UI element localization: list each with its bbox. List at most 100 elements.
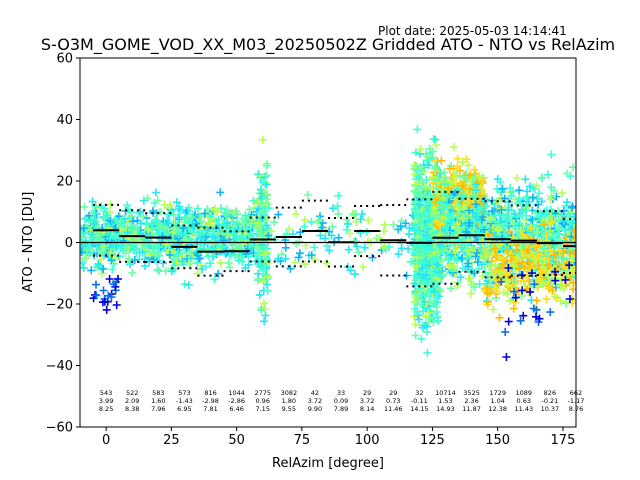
scatter-point	[422, 231, 431, 240]
scatter-point	[454, 223, 463, 232]
scatter-point	[548, 217, 557, 226]
scatter-point	[180, 215, 189, 224]
scatter-point	[82, 247, 91, 255]
bin-count-label: 826	[544, 389, 556, 397]
scatter-point	[187, 213, 196, 222]
scatter-point	[556, 297, 565, 306]
scatter-point	[80, 248, 86, 257]
x-tick-label: 125	[420, 433, 445, 448]
bin-count-label: 1729	[489, 389, 506, 397]
scatter-point	[144, 225, 153, 234]
scatter-point	[415, 315, 423, 324]
scatter-point	[565, 261, 574, 270]
scatter-point	[547, 183, 556, 192]
scatter-point	[465, 249, 474, 258]
scatter-point	[81, 222, 90, 231]
scatter-point	[566, 273, 575, 282]
scatter-point	[430, 164, 439, 173]
scatter-point	[420, 257, 429, 266]
scatter-point	[470, 283, 479, 292]
bin-mean-label: -2.98	[202, 397, 219, 405]
scatter-point	[503, 289, 512, 298]
scatter-point	[90, 219, 98, 228]
scatter-point	[249, 249, 258, 257]
scatter-point	[469, 191, 478, 200]
scatter-point	[285, 225, 294, 234]
scatter-point	[329, 204, 337, 213]
bin-lines	[80, 190, 576, 288]
scatter-points	[80, 125, 576, 361]
scatter-point	[526, 287, 535, 296]
scatter-point	[426, 314, 435, 323]
scatter-point	[237, 245, 246, 254]
scatter-point	[513, 253, 522, 262]
scatter-point	[257, 305, 266, 314]
scatter-point	[486, 215, 495, 224]
scatter-point	[401, 219, 410, 228]
scatter-point	[544, 170, 552, 179]
scatter-point	[245, 205, 254, 214]
bin-mean-label: 2.36	[464, 397, 478, 405]
scatter-point	[561, 226, 570, 235]
scatter-point	[193, 204, 202, 213]
scatter-point	[80, 264, 88, 272]
x-axis-label: RelAzim [degree]	[272, 456, 384, 471]
scatter-point	[303, 191, 312, 199]
scatter-point	[112, 242, 121, 251]
scatter-point	[127, 212, 136, 221]
scatter-point	[483, 276, 492, 285]
scatter-point	[166, 201, 175, 210]
scatter-point	[411, 148, 420, 157]
scatter-point	[204, 252, 213, 261]
scatter-point	[507, 192, 516, 201]
scatter-point	[254, 197, 263, 206]
chart-title: S-O3M_GOME_VOD_XX_M03_20250502Z Gridded …	[41, 35, 615, 55]
scatter-point	[190, 222, 199, 231]
scatter-point	[233, 240, 242, 249]
scatter-point	[86, 225, 95, 234]
scatter-point	[570, 212, 576, 221]
scatter-point	[436, 286, 445, 295]
scatter-point	[136, 219, 145, 228]
scatter-point	[80, 224, 88, 233]
scatter-point	[546, 195, 555, 204]
scatter-point	[453, 154, 462, 163]
scatter-point	[476, 244, 485, 252]
scatter-point	[502, 221, 511, 230]
scatter-point	[180, 279, 189, 288]
scatter-point	[490, 207, 499, 216]
scatter-point	[424, 280, 433, 289]
scatter-point	[441, 180, 450, 189]
y-tick-label: 20	[56, 175, 73, 190]
scatter-point	[446, 284, 455, 293]
bin-std-label: 12.38	[488, 405, 507, 413]
bin-mean-label: 3.72	[308, 397, 322, 405]
scatter-point	[228, 239, 237, 248]
bin-mean-label: -1.43	[176, 397, 193, 405]
scatter-point	[480, 252, 489, 261]
scatter-point	[231, 207, 240, 216]
bin-count-label: 29	[389, 389, 397, 397]
scatter-point	[526, 224, 535, 233]
scatter-point	[494, 220, 503, 229]
scatter-point	[225, 263, 234, 272]
scatter-point	[464, 259, 473, 268]
scatter-point	[410, 279, 419, 288]
scatter-point	[261, 262, 270, 271]
bin-count-label: 33	[337, 389, 345, 397]
scatter-point	[520, 264, 529, 273]
scatter-point	[413, 233, 422, 242]
scatter-point	[517, 226, 526, 235]
scatter-point	[354, 248, 363, 257]
scatter-point	[562, 169, 571, 178]
scatter-point	[429, 207, 438, 216]
scatter-point	[534, 261, 542, 270]
scatter-point	[238, 257, 247, 266]
scatter-point	[262, 221, 271, 230]
scatter-point	[81, 215, 89, 224]
scatter-point	[565, 295, 574, 303]
scatter-point	[481, 245, 490, 254]
scatter-point	[482, 297, 491, 305]
scatter-point	[497, 277, 506, 286]
scatter-point	[469, 226, 478, 235]
